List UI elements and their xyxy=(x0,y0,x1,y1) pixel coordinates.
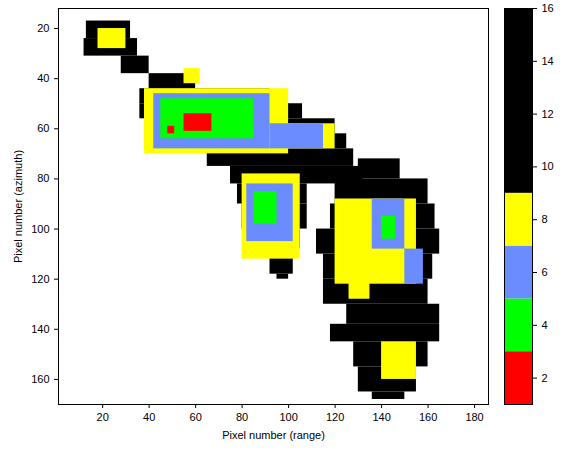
svg-text:60: 60 xyxy=(190,411,202,423)
svg-text:Pixel number (azimuth): Pixel number (azimuth) xyxy=(12,150,24,263)
svg-text:20: 20 xyxy=(97,411,109,423)
svg-text:120: 120 xyxy=(326,411,344,423)
svg-text:40: 40 xyxy=(37,72,49,84)
svg-text:40: 40 xyxy=(143,411,155,423)
svg-text:2: 2 xyxy=(542,372,548,384)
svg-text:120: 120 xyxy=(31,273,49,285)
svg-text:6: 6 xyxy=(542,266,548,278)
svg-text:12: 12 xyxy=(542,108,554,120)
svg-text:100: 100 xyxy=(279,411,297,423)
svg-text:160: 160 xyxy=(419,411,437,423)
svg-text:10: 10 xyxy=(542,160,554,172)
svg-text:140: 140 xyxy=(372,411,390,423)
svg-text:180: 180 xyxy=(465,411,483,423)
svg-text:140: 140 xyxy=(31,323,49,335)
svg-text:80: 80 xyxy=(37,172,49,184)
svg-text:16: 16 xyxy=(542,2,554,14)
svg-text:80: 80 xyxy=(236,411,248,423)
svg-text:160: 160 xyxy=(31,373,49,385)
svg-text:8: 8 xyxy=(542,213,548,225)
svg-text:60: 60 xyxy=(37,122,49,134)
svg-text:20: 20 xyxy=(37,22,49,34)
svg-text:4: 4 xyxy=(542,319,548,331)
svg-text:14: 14 xyxy=(542,55,554,67)
svg-text:100: 100 xyxy=(31,223,49,235)
svg-text:Pixel number (range): Pixel number (range) xyxy=(222,429,325,441)
